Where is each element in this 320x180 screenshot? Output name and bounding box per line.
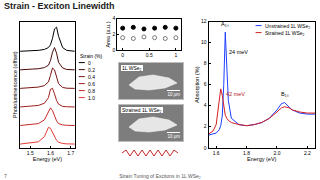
svg-text:Energy (eV): Energy (eV)	[247, 156, 277, 162]
svg-text:1.0: 1.0	[88, 95, 95, 101]
svg-text:24 meV: 24 meV	[229, 49, 248, 55]
svg-text:1.8: 1.8	[243, 150, 250, 156]
svg-text:2.0: 2.0	[273, 150, 280, 156]
svg-text:Strain (%): Strain (%)	[80, 53, 103, 59]
svg-text:2: 2	[113, 31, 116, 37]
html-text:10 µm: 10 µm	[167, 134, 180, 139]
svg-text:1.5: 1.5	[27, 150, 34, 156]
svg-text:1.6: 1.6	[213, 150, 220, 156]
svg-text:Strained 1L WSe₂: Strained 1L WSe₂	[265, 30, 305, 36]
svg-text:12: 12	[201, 18, 207, 24]
svg-text:Area (a.u.): Area (a.u.)	[105, 21, 111, 47]
html-text:Strain Tuning of Excitons in 1: Strain Tuning of Excitons in 1L WSe₂	[119, 173, 201, 179]
svg-text:Unstrained 1L WSe₂: Unstrained 1L WSe₂	[265, 23, 310, 29]
svg-text:0.5: 0.5	[146, 52, 153, 58]
svg-text:Absorption (%): Absorption (%)	[194, 66, 200, 103]
svg-text:4: 4	[113, 15, 116, 21]
html-text:Strain - Exciton Linewidth: Strain - Exciton Linewidth	[4, 1, 115, 11]
svg-text:2.2: 2.2	[304, 150, 311, 156]
svg-text:0: 0	[113, 47, 116, 53]
svg-text:10: 10	[201, 39, 207, 45]
svg-text:8: 8	[204, 60, 207, 66]
svg-text:1.6: 1.6	[47, 150, 54, 156]
html-text:10 µm: 10 µm	[167, 92, 180, 97]
html-text:1L WSe₂: 1L WSe₂	[122, 65, 142, 71]
svg-text:1: 1	[174, 52, 177, 58]
svg-text:0.8: 0.8	[88, 88, 95, 94]
svg-text:Photoluminescence (offset): Photoluminescence (offset)	[12, 51, 18, 118]
svg-text:0.2: 0.2	[88, 67, 95, 73]
svg-text:0.6: 0.6	[88, 81, 95, 87]
html-text:Strained 1L WSe₂: Strained 1L WSe₂	[122, 107, 162, 113]
svg-text:0: 0	[204, 145, 207, 151]
svg-text:Energy (eV): Energy (eV)	[33, 156, 63, 162]
svg-text:2: 2	[204, 123, 207, 129]
svg-text:6: 6	[204, 81, 207, 87]
svg-text:A₁ₛ: A₁ₛ	[221, 21, 229, 27]
svg-text:B₁ₛ: B₁ₛ	[281, 91, 289, 97]
svg-text:42 meV: 42 meV	[226, 91, 245, 97]
html-text:7: 7	[4, 173, 7, 179]
svg-text:1.7: 1.7	[67, 150, 74, 156]
svg-text:0: 0	[88, 60, 91, 66]
svg-text:0.4: 0.4	[88, 74, 95, 80]
svg-text:0: 0	[121, 52, 124, 58]
svg-text:4: 4	[204, 102, 207, 108]
